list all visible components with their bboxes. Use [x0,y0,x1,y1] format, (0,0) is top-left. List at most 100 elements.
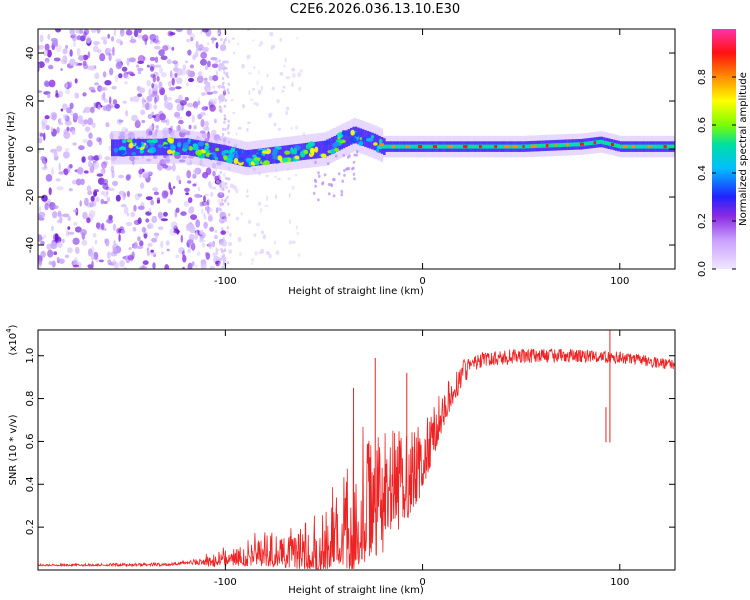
noise-point [149,40,153,44]
noise-point [158,81,163,90]
noise-point [197,100,201,105]
noise-point [75,92,80,99]
ridge-line [487,144,490,149]
noise-point [166,155,170,160]
noise-point [43,167,47,171]
noise-point [199,159,203,166]
noise-point [340,190,344,194]
noise-point [164,100,169,109]
noise-point [59,217,63,224]
noise-point [139,182,145,189]
noise-point [207,81,211,88]
ridge-line [458,144,461,149]
noise-point [91,29,97,33]
noise-point [38,61,45,68]
noise-point [71,33,77,42]
noise-point [237,42,240,45]
ridge-line [473,144,476,149]
ridge-core [269,147,272,164]
noise-point [77,167,84,175]
noise-point [160,218,168,222]
noise-point [150,199,155,206]
noise-point [191,114,195,123]
ridge-core [359,128,362,146]
noise-point [91,122,96,129]
ridge-core [345,130,348,147]
noise-point [174,72,178,78]
noise-point [174,111,181,118]
ridge-blob [144,144,149,149]
noise-point [112,180,118,187]
noise-point [72,142,77,146]
ridge-core [324,140,327,158]
ridge-line [440,144,443,149]
noise-point [154,64,162,68]
ridge-core [215,143,218,161]
noise-point [212,252,216,258]
ridge-peak [647,145,652,149]
noise-point [62,115,68,120]
noise-point [146,95,153,102]
ridge-core [319,141,322,158]
noise-point [42,160,46,165]
noise-point [261,230,264,235]
ridge-line [444,144,447,149]
noise-point [232,51,236,55]
noise-point [189,64,195,69]
noise-point [211,129,217,136]
noise-point [185,82,189,87]
ridge-line [586,141,589,146]
ridge-blob [223,155,228,160]
noise-point [133,204,137,212]
noise-point [179,128,187,133]
noise-point [169,187,173,195]
noise-point [71,129,76,135]
ridge-core [167,138,171,156]
spectrogram-panel: -100 0 100 -40 -20 0 20 40 Height of straight l… [6,28,676,297]
noise-point [228,213,231,217]
noise-point [77,62,83,66]
noise-point [118,174,124,179]
ridge-line [499,144,502,149]
noise-point [215,167,218,172]
chart-title: C2E6.2026.036.13.10.E30 [289,2,461,17]
noise-point [44,202,49,211]
noise-point [156,197,161,202]
noise-point [237,126,242,130]
noise-point [219,183,222,187]
noise-point [38,45,45,50]
ridge-peak [379,143,384,147]
ridge-line [389,144,392,149]
noise-point [53,251,58,256]
noise-point [232,111,236,115]
noise-point [223,66,227,70]
noise-point [297,72,302,77]
ridge-line [645,144,648,149]
noise-point [46,93,51,99]
ridge-blob [173,151,181,156]
noise-point [203,80,208,85]
ridge-blob [323,140,331,145]
noise-point [207,87,210,91]
noise-point [223,71,226,75]
noise-point [51,167,54,176]
noise-point [172,185,176,189]
noise-point [137,55,145,63]
noise-point [203,212,206,216]
noise-point [122,100,127,104]
noise-point [271,86,275,91]
ridge-line [671,144,674,149]
ridge-line [556,143,559,148]
noise-point [114,103,120,109]
noise-point [82,211,88,220]
ridge-line [538,143,542,148]
noise-point [215,207,219,214]
noise-point [94,82,100,86]
noise-point [222,188,225,192]
ridge-core [321,140,325,158]
noise-point [185,131,191,136]
noise-point [129,73,136,77]
noise-point [93,102,97,109]
noise-point [199,111,204,117]
noise-point [102,105,108,111]
